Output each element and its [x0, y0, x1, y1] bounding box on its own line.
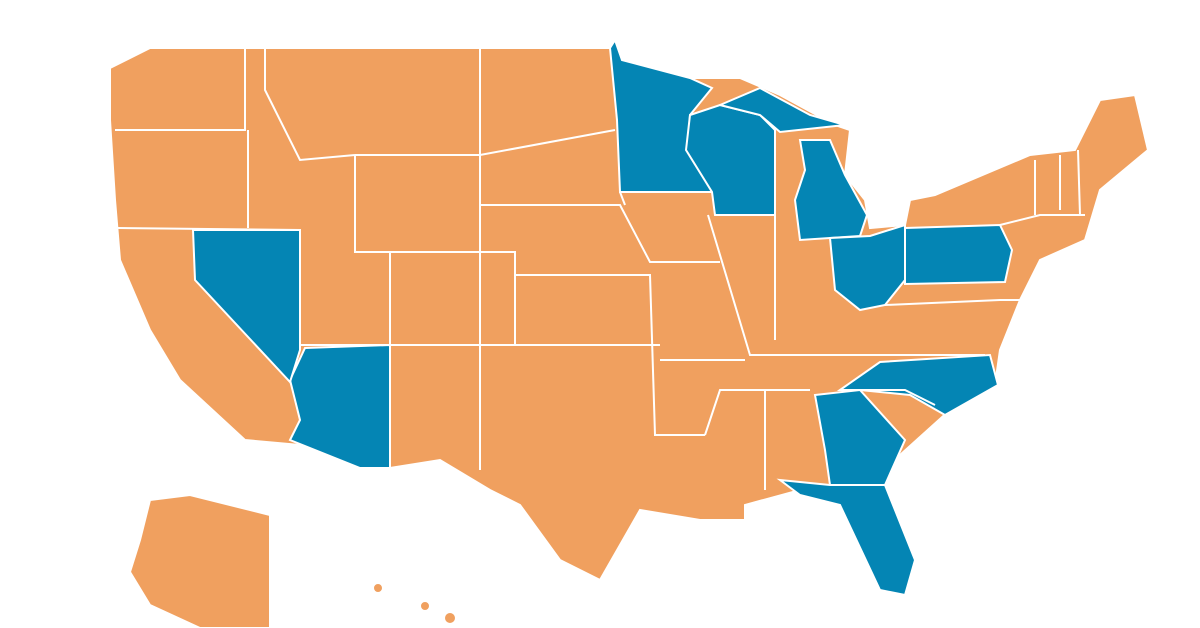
highlighted-states — [191, 37, 1014, 597]
border — [619, 191, 626, 206]
border — [1077, 149, 1081, 216]
border — [707, 214, 985, 356]
border — [515, 274, 705, 436]
border — [999, 214, 1085, 226]
michigan-upper — [716, 86, 846, 134]
border — [264, 48, 356, 162]
pennsylvania — [904, 223, 1014, 286]
border — [117, 227, 301, 348]
border — [860, 389, 936, 406]
arizona — [288, 343, 391, 469]
florida — [776, 478, 917, 597]
border — [480, 204, 720, 263]
ohio — [828, 223, 906, 312]
border — [390, 251, 516, 345]
hawaii-island — [443, 611, 457, 625]
hawaii-island — [419, 600, 431, 612]
border — [354, 155, 391, 348]
border — [704, 389, 810, 436]
border — [355, 129, 616, 156]
alaska — [128, 493, 271, 628]
border — [884, 299, 1020, 306]
border — [115, 48, 246, 131]
hawaii-island — [372, 582, 384, 594]
state-borders — [115, 48, 1085, 490]
